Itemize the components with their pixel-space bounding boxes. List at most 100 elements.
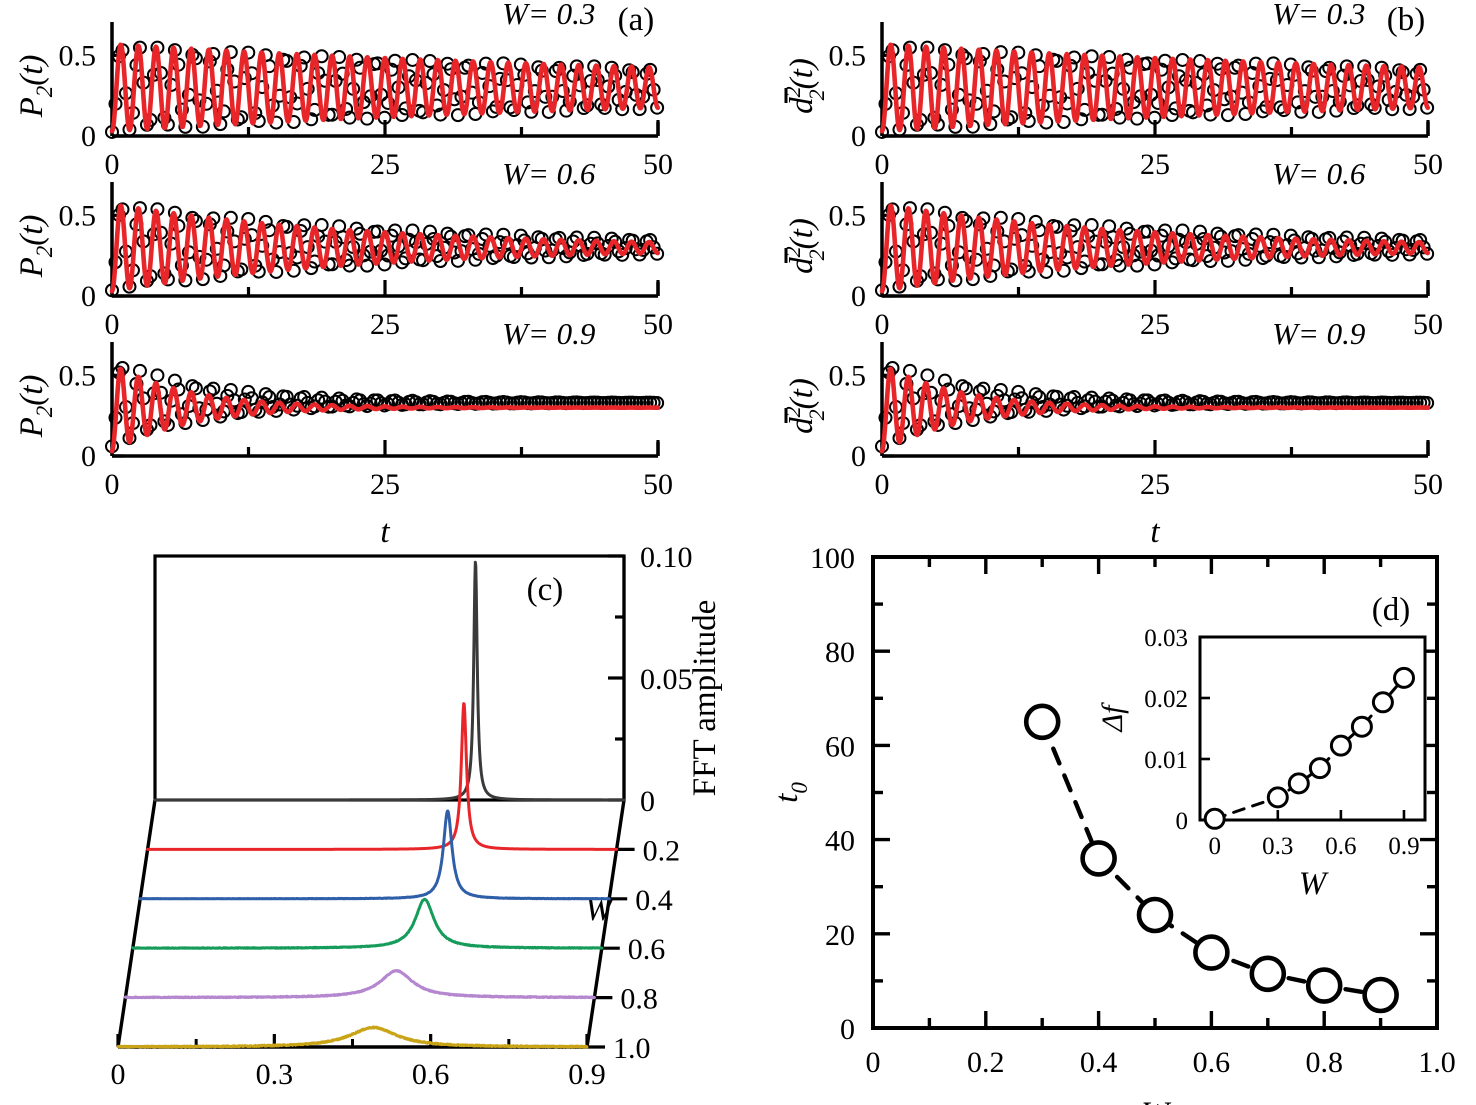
ytick-label: 0.5 (59, 39, 97, 72)
panel-c: 00.30.60.9f0.20.40.60.81.0W00.050.10FFT … (111, 541, 724, 1105)
x-axis-label: t (380, 514, 390, 550)
xtick-label: 0 (105, 308, 120, 341)
xtick-label: 50 (1413, 148, 1443, 181)
z-axis-label: FFT amplitude (687, 600, 723, 797)
xtick-label: 0 (875, 468, 890, 501)
data-curve-red (879, 203, 1431, 294)
f-tick-label: 0.6 (412, 1058, 450, 1091)
data-curve-red (879, 366, 1431, 454)
w-value-label: W= 0.3 (1272, 0, 1365, 31)
z-tick-label: 0.10 (640, 541, 693, 574)
y-axis-label: P2(t) (14, 215, 57, 279)
xtick-label: 25 (1140, 308, 1170, 341)
data-point (1305, 967, 1343, 1004)
xtick-label: 50 (643, 308, 673, 341)
panel-d-markers (1023, 703, 1399, 1014)
subplot-a-w0p3: 0 0.5 0 25 50 W= 0.3 P2(t) (14, 0, 673, 181)
inset-data-point (1350, 715, 1373, 738)
xtick-label: 1.0 (1418, 1046, 1456, 1079)
inset-ytick-label: 0.01 (1144, 747, 1188, 774)
spectrum-curve-w0p4 (138, 809, 611, 901)
y-axis-label: d22(t) (780, 58, 829, 114)
data-point (1080, 840, 1117, 877)
panel-c-z-axis: 0 0.05 0.10 FFT amplitude (608, 541, 723, 818)
panel-letter: (d) (1372, 592, 1410, 628)
ytick-label: 100 (810, 542, 855, 575)
data-point (1136, 896, 1174, 934)
data-curve-red (109, 42, 661, 134)
ytick-label: 0 (81, 280, 96, 313)
inset-xtick-label: 0.3 (1262, 833, 1293, 860)
panel-letter: (c) (527, 572, 564, 608)
ytick-label: 0.5 (829, 199, 867, 232)
subplot-b-w0p3: 0 0.5 0 25 50 W= 0.3 d22(t) (780, 0, 1443, 181)
f-axis-label: f (348, 1103, 361, 1105)
inset-xtick-label: 0.9 (1388, 833, 1419, 860)
ytick-label: 0.5 (829, 359, 867, 392)
w-value-label: W= 0.6 (1272, 156, 1366, 191)
panel-d-inset: 0 0.01 0.02 0.03 0 0.3 0.6 0.9 Δf W (1096, 625, 1427, 902)
inset-data-point (1308, 757, 1331, 780)
xtick-label: 25 (370, 148, 400, 181)
ytick-label: 0 (840, 1013, 855, 1046)
xtick-label: 0 (105, 468, 120, 501)
inset-xtick-label: 0.6 (1325, 833, 1356, 860)
xtick-label: 0.8 (1305, 1046, 1343, 1079)
w-tick-label: 1.0 (613, 1032, 651, 1065)
w-tick-label: 0.8 (620, 983, 658, 1016)
ytick-label: 0.5 (59, 199, 97, 232)
inset-data-point (1266, 786, 1289, 809)
ytick-label: 60 (825, 730, 855, 763)
ytick-label: 0 (81, 120, 96, 153)
xtick-label: 50 (643, 148, 673, 181)
f-tick-label: 0 (111, 1058, 126, 1091)
xtick-label: 0.6 (1193, 1046, 1231, 1079)
xtick-label: 0 (875, 148, 890, 181)
w-tick-label: 0.4 (635, 884, 673, 917)
data-point (1249, 955, 1287, 993)
spectrum-curve-w0p8 (123, 969, 596, 1000)
subplot-a-w0p9: 0 0.5 0 25 50 W= 0.9 P2(t) (14, 316, 673, 501)
inset-xtick-label: 0 (1208, 833, 1221, 860)
inset-data-point (1203, 807, 1226, 830)
z-tick-label: 0 (640, 785, 655, 818)
x-axis-label: t (1150, 514, 1160, 550)
subplot-a-w0p6: 0 0.5 0 25 50 W= 0.6 P2(t) (14, 156, 673, 341)
inset-data-point (1329, 734, 1352, 757)
inset-data-point (1287, 772, 1310, 795)
f-tick-label: 0.3 (256, 1058, 294, 1091)
w-value-label: W= 0.3 (502, 0, 595, 31)
w-value-label: W= 0.6 (502, 156, 596, 191)
ytick-label: 0 (851, 120, 866, 153)
f-tick-label: 0.9 (568, 1058, 606, 1091)
xtick-label: 0 (866, 1046, 881, 1079)
ytick-label: 0.5 (829, 39, 867, 72)
inset-ytick-label: 0 (1176, 808, 1189, 835)
data-point (1023, 703, 1061, 741)
spectrum-curve-w0 (153, 560, 626, 802)
inset-x-axis-label: W (1299, 866, 1329, 902)
ytick-label: 0 (81, 440, 96, 473)
xtick-label: 25 (370, 468, 400, 501)
subplot-b-w0p9: 0 0.5 0 25 50 W= 0.9 d22(t) (780, 316, 1443, 501)
panel-letter: (a) (618, 2, 655, 38)
data-curve-red (879, 42, 1431, 134)
y-axis-label: P2(t) (14, 375, 57, 439)
data-curve-red (109, 366, 661, 454)
panel-a: 00.50 25 50W= 0.3P2(t)00.50 25 50W= 0.6P2(t)… (14, 0, 673, 550)
ytick-label: 20 (825, 919, 855, 952)
ytick-label: 0 (851, 280, 866, 313)
panel-c-w-axis: 0.20.40.60.81.0W (585, 834, 680, 1065)
ytick-label: 80 (825, 636, 855, 669)
z-tick-label: 0.05 (640, 663, 693, 696)
w-tick-label: 0.2 (643, 834, 681, 867)
panel-c-curves (116, 560, 626, 1049)
panel-d: 02040608010000.20.40.60.81.0t0W(d)00.010… (769, 542, 1456, 1105)
xtick-label: 50 (643, 468, 673, 501)
inset-y-axis-label: Δf (1096, 702, 1129, 733)
data-curve-red (109, 203, 661, 294)
xtick-label: 0 (105, 148, 120, 181)
